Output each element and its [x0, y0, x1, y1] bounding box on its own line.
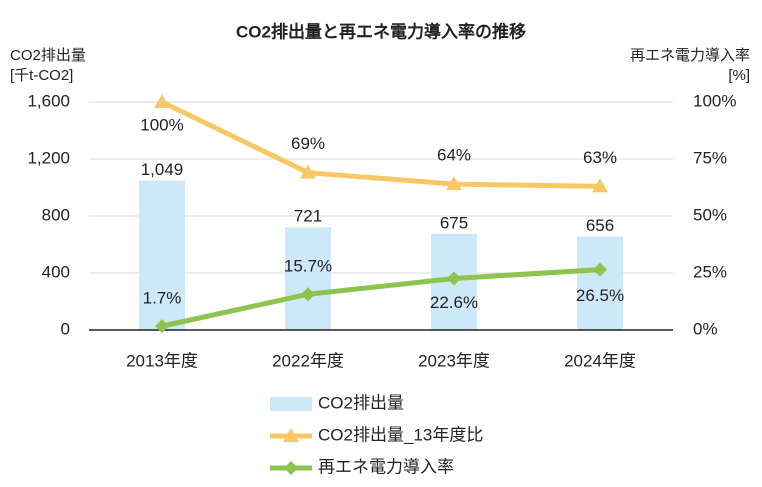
y2-tick-label: 100% — [693, 91, 736, 110]
marker — [592, 178, 608, 193]
bar — [285, 227, 331, 330]
y-tick-label: 1,600 — [27, 91, 70, 110]
y-tick-label: 400 — [42, 262, 70, 281]
legend-label: CO2排出量 — [318, 393, 404, 412]
data-label: 64% — [437, 146, 471, 165]
marker — [301, 287, 315, 302]
y-axis-title: [千t-CO2] — [10, 67, 73, 84]
marker — [154, 94, 170, 108]
x-tick-label: 2023年度 — [418, 351, 490, 370]
x-tick-label: 2013年度 — [126, 351, 198, 370]
y-tick-label: 0 — [61, 319, 70, 338]
data-label: 656 — [586, 216, 614, 235]
data-label: 1.7% — [143, 289, 182, 308]
bar — [577, 236, 623, 330]
legend-marker — [283, 428, 299, 442]
data-label: 63% — [583, 148, 617, 167]
chart-title: CO2排出量と再エネ電力導入率の推移 — [236, 21, 526, 41]
marker — [447, 271, 461, 286]
data-label: 1,049 — [141, 160, 184, 179]
line — [160, 99, 601, 189]
marker — [446, 176, 462, 191]
data-label: 100% — [140, 115, 183, 134]
x-tick-label: 2024年度 — [564, 351, 636, 370]
legend-swatch — [270, 397, 312, 411]
y2-tick-label: 0% — [693, 319, 718, 338]
data-label: 22.6% — [430, 293, 478, 312]
y2-tick-label: 25% — [693, 262, 727, 281]
bar — [139, 180, 185, 330]
data-label: 26.5% — [576, 286, 624, 305]
data-label: 69% — [291, 134, 325, 153]
marker — [155, 319, 169, 334]
marker — [300, 164, 316, 179]
legend-label: CO2排出量_13年度比 — [318, 425, 483, 444]
marker — [593, 262, 607, 277]
line — [161, 267, 601, 329]
y-tick-label: 800 — [42, 205, 70, 224]
data-label: 15.7% — [284, 257, 332, 276]
y-axis-title: CO2排出量 — [10, 47, 86, 64]
data-label: 721 — [294, 207, 322, 226]
legend-label: 再エネ電力導入率 — [318, 457, 454, 476]
y2-tick-label: 50% — [693, 205, 727, 224]
y2-axis-title: 再エネ電力導入率 — [630, 47, 750, 64]
y-tick-label: 1,200 — [27, 148, 70, 167]
legend-marker — [284, 461, 298, 475]
data-label: 675 — [440, 213, 468, 232]
x-tick-label: 2022年度 — [272, 351, 344, 370]
y2-axis-title: [%] — [728, 67, 750, 84]
y2-tick-label: 75% — [693, 148, 727, 167]
